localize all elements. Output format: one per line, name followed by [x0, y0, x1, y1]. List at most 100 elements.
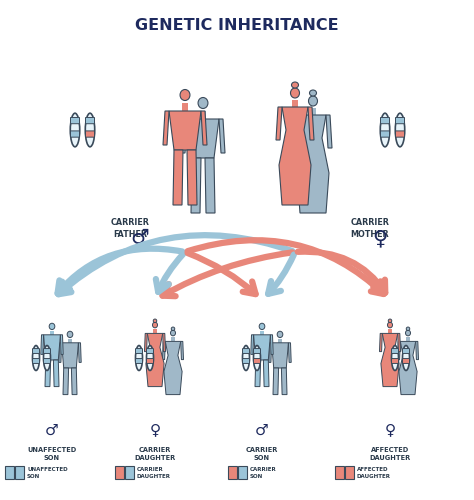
- Ellipse shape: [44, 346, 51, 370]
- Bar: [406, 337, 410, 342]
- Polygon shape: [416, 342, 419, 359]
- Ellipse shape: [70, 113, 80, 147]
- Polygon shape: [294, 115, 300, 148]
- Text: CARRIER
DAUGHTER: CARRIER DAUGHTER: [137, 468, 171, 478]
- FancyBboxPatch shape: [44, 348, 51, 354]
- Ellipse shape: [380, 113, 390, 147]
- FancyBboxPatch shape: [254, 348, 261, 354]
- FancyBboxPatch shape: [395, 131, 404, 137]
- Text: AFFECTED
DAUGHTER: AFFECTED DAUGHTER: [357, 468, 391, 478]
- Ellipse shape: [395, 113, 405, 147]
- FancyBboxPatch shape: [146, 348, 154, 354]
- Text: ♀: ♀: [149, 422, 161, 438]
- Bar: [278, 338, 282, 343]
- Polygon shape: [398, 334, 401, 351]
- Polygon shape: [264, 360, 269, 386]
- Ellipse shape: [292, 82, 299, 88]
- Polygon shape: [380, 334, 383, 351]
- Polygon shape: [163, 342, 165, 359]
- Polygon shape: [219, 119, 225, 153]
- FancyBboxPatch shape: [402, 348, 410, 354]
- Polygon shape: [41, 335, 44, 354]
- Ellipse shape: [180, 90, 190, 101]
- FancyBboxPatch shape: [146, 358, 154, 364]
- Polygon shape: [169, 111, 201, 150]
- FancyBboxPatch shape: [395, 118, 404, 124]
- Ellipse shape: [405, 330, 410, 336]
- Bar: [182, 103, 188, 111]
- Bar: [238, 466, 247, 478]
- Text: ♂: ♂: [255, 422, 269, 438]
- Polygon shape: [63, 368, 69, 394]
- Bar: [292, 100, 298, 107]
- Ellipse shape: [406, 327, 410, 330]
- FancyBboxPatch shape: [381, 131, 390, 137]
- Bar: [200, 111, 206, 119]
- Polygon shape: [45, 360, 51, 386]
- Polygon shape: [146, 334, 164, 386]
- Ellipse shape: [291, 88, 300, 98]
- FancyArrowPatch shape: [57, 248, 182, 294]
- Polygon shape: [62, 343, 78, 368]
- Bar: [125, 466, 134, 478]
- Polygon shape: [173, 150, 183, 205]
- Ellipse shape: [254, 346, 261, 370]
- Polygon shape: [273, 368, 279, 394]
- Polygon shape: [276, 107, 282, 140]
- Text: UNAFFECTED
SON: UNAFFECTED SON: [27, 447, 77, 460]
- Text: UNAFFECTED
SON: UNAFFECTED SON: [27, 468, 68, 478]
- Polygon shape: [282, 368, 287, 394]
- Polygon shape: [205, 158, 215, 213]
- FancyBboxPatch shape: [254, 358, 261, 364]
- FancyArrowPatch shape: [188, 253, 255, 294]
- Polygon shape: [399, 342, 417, 394]
- Ellipse shape: [85, 113, 95, 147]
- Ellipse shape: [392, 346, 399, 370]
- FancyArrowPatch shape: [156, 254, 183, 292]
- Text: CARRIER
SON: CARRIER SON: [250, 468, 277, 478]
- Bar: [15, 466, 24, 478]
- FancyBboxPatch shape: [392, 358, 399, 364]
- FancyBboxPatch shape: [85, 131, 94, 137]
- Polygon shape: [181, 342, 183, 359]
- Bar: [335, 466, 344, 478]
- Polygon shape: [279, 107, 311, 205]
- Polygon shape: [181, 119, 187, 153]
- Bar: [153, 329, 157, 334]
- Polygon shape: [164, 342, 182, 394]
- Ellipse shape: [402, 346, 410, 370]
- Polygon shape: [269, 343, 272, 362]
- Ellipse shape: [136, 346, 143, 370]
- Text: ♀: ♀: [384, 422, 396, 438]
- Ellipse shape: [243, 346, 249, 370]
- FancyBboxPatch shape: [381, 118, 390, 124]
- Ellipse shape: [153, 322, 157, 328]
- FancyBboxPatch shape: [33, 358, 39, 364]
- Bar: [171, 337, 175, 342]
- Polygon shape: [270, 335, 273, 354]
- Ellipse shape: [33, 346, 39, 370]
- Ellipse shape: [198, 98, 208, 108]
- Polygon shape: [381, 334, 399, 386]
- Polygon shape: [187, 119, 219, 158]
- Bar: [68, 338, 72, 343]
- FancyBboxPatch shape: [136, 358, 143, 364]
- Ellipse shape: [309, 96, 318, 106]
- Polygon shape: [72, 368, 77, 394]
- Text: ♂: ♂: [131, 228, 149, 248]
- Bar: [115, 466, 124, 478]
- Polygon shape: [251, 335, 254, 354]
- Polygon shape: [163, 334, 165, 351]
- Polygon shape: [201, 111, 207, 145]
- FancyBboxPatch shape: [85, 118, 94, 124]
- Ellipse shape: [67, 331, 73, 338]
- Text: CARRIER
MOTHER: CARRIER MOTHER: [351, 218, 390, 239]
- Ellipse shape: [146, 346, 154, 370]
- Polygon shape: [297, 115, 329, 213]
- Polygon shape: [54, 360, 59, 386]
- Ellipse shape: [277, 331, 283, 338]
- FancyArrowPatch shape: [163, 252, 292, 296]
- Ellipse shape: [153, 319, 157, 322]
- FancyBboxPatch shape: [71, 131, 80, 137]
- FancyArrowPatch shape: [268, 254, 294, 294]
